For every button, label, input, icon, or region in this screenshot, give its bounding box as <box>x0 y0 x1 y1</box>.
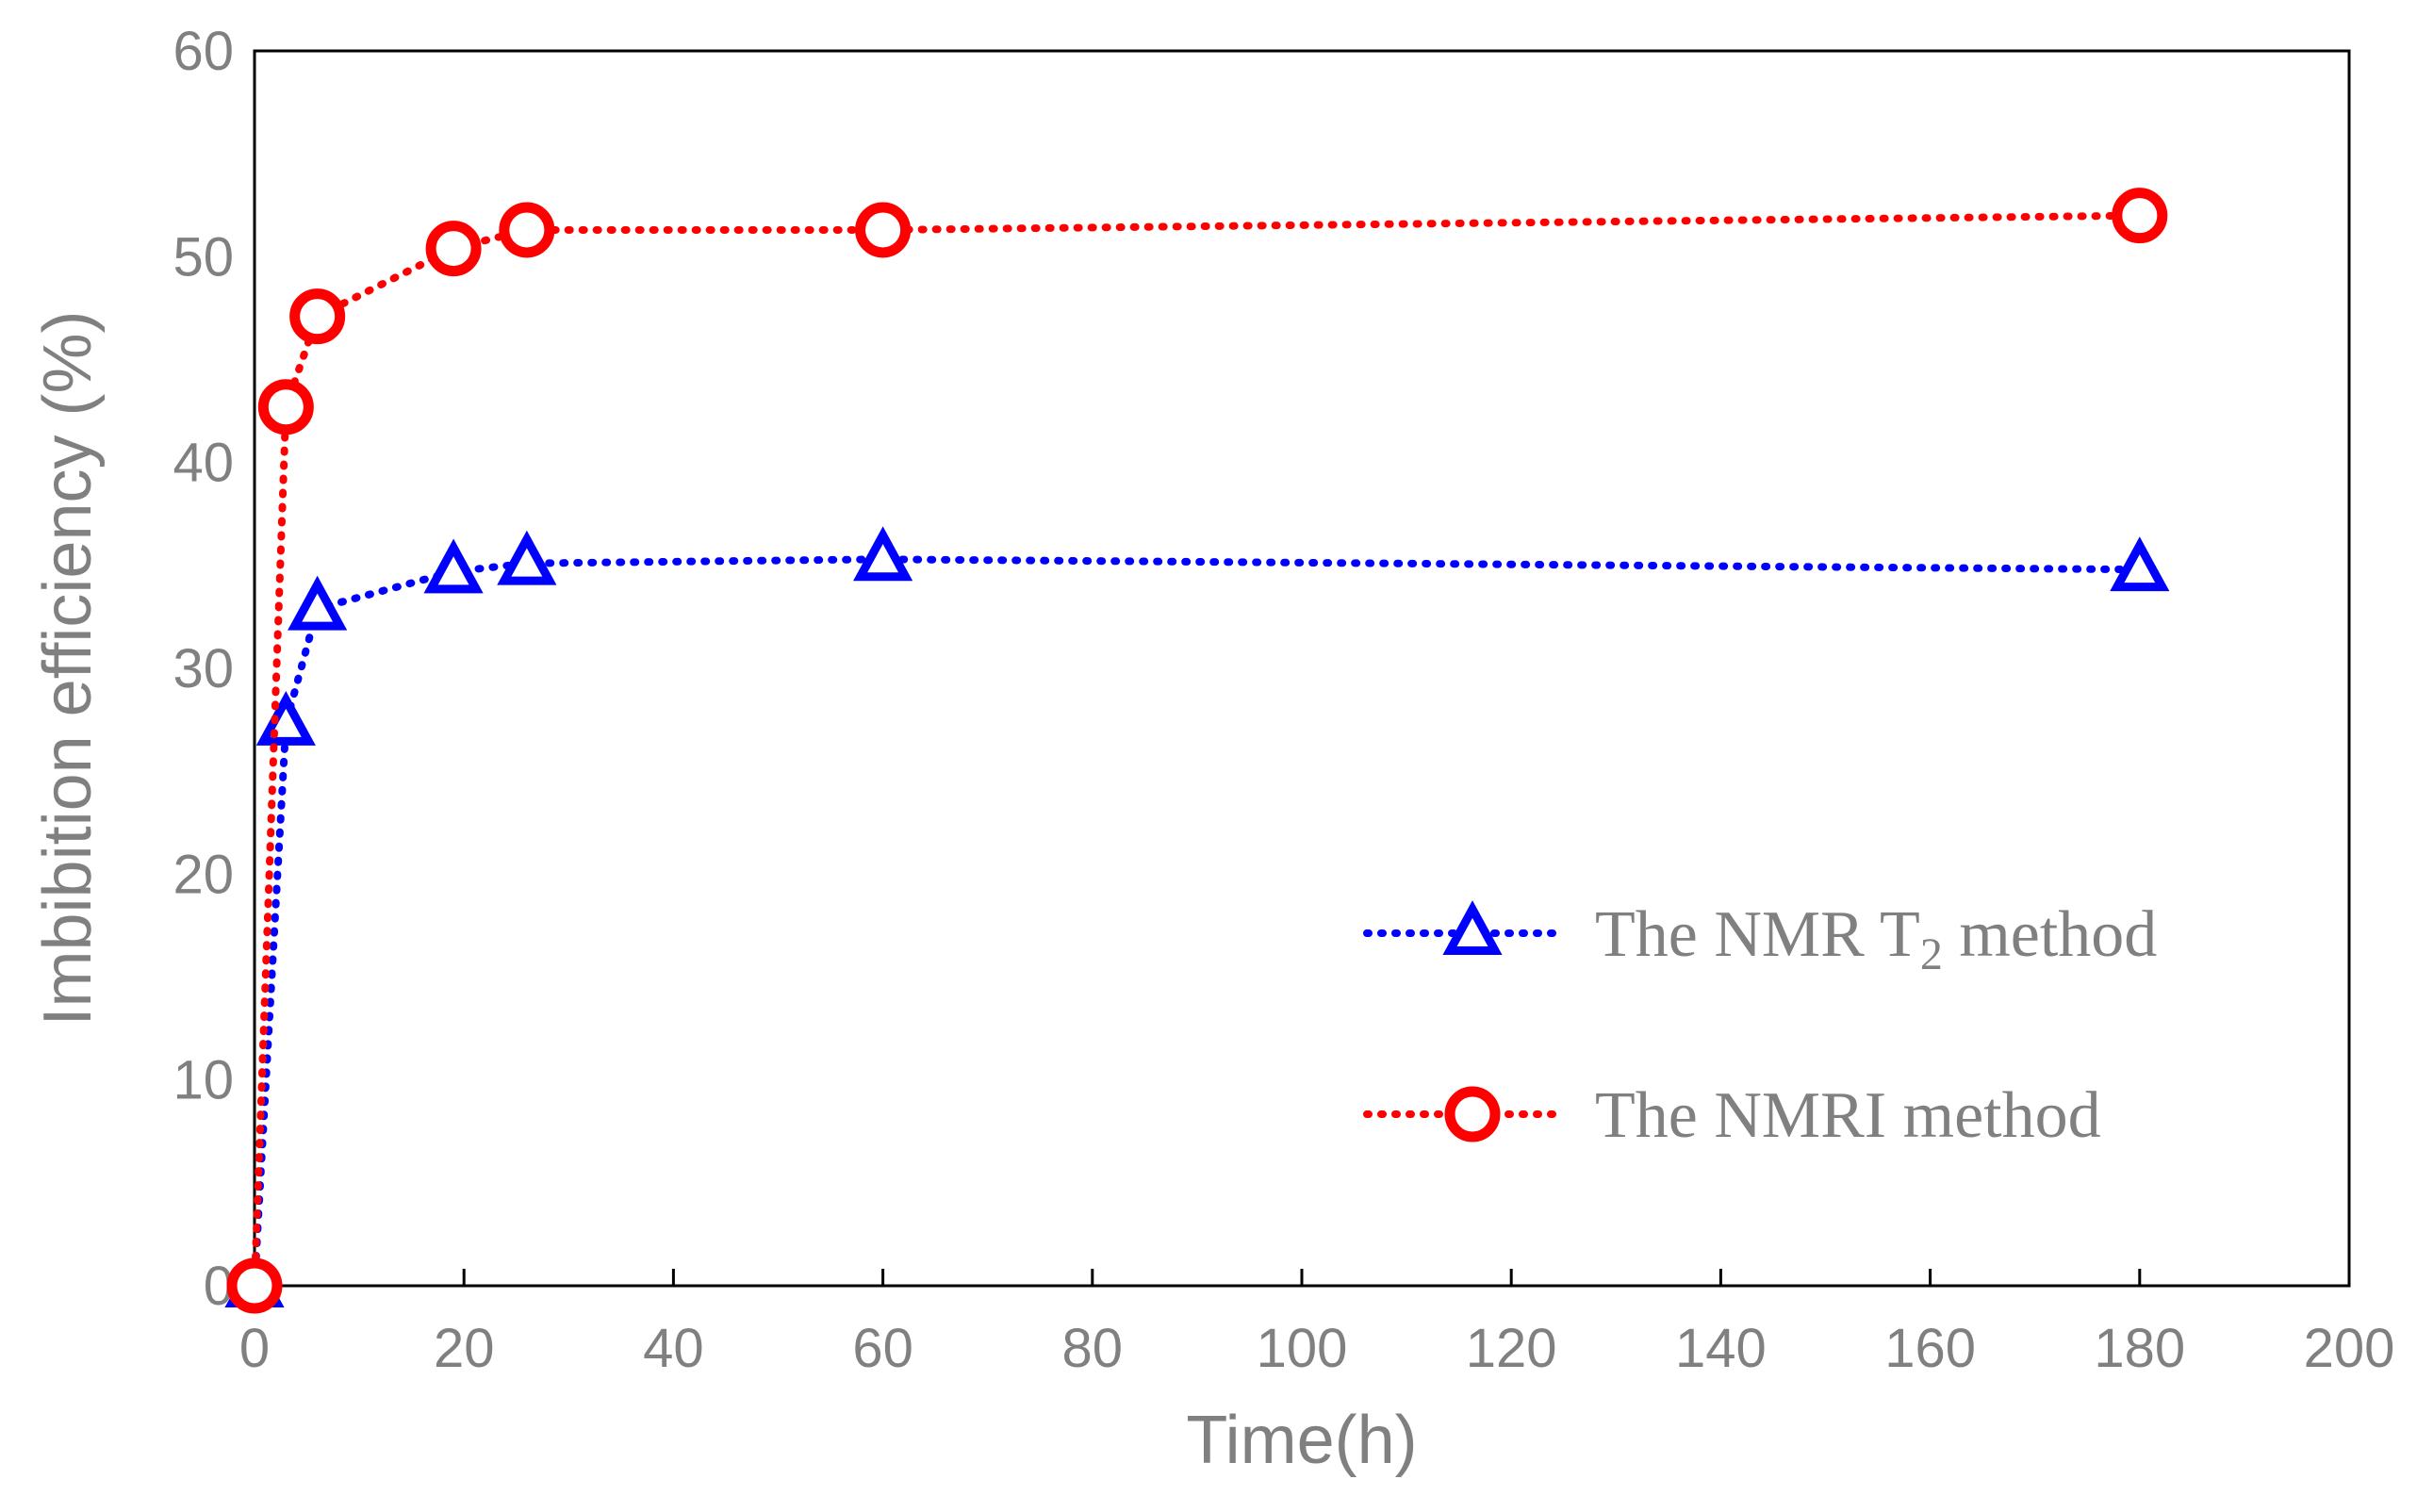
data-point-marker <box>257 379 314 436</box>
x-tick-label: 60 <box>852 1318 913 1379</box>
data-point-marker <box>226 1257 283 1314</box>
data-point-marker <box>2112 188 2168 244</box>
legend-label-main: The NMR T <box>1595 898 1920 971</box>
y-tick-label: 20 <box>173 844 234 905</box>
y-tick-label: 40 <box>173 433 234 494</box>
legend-label: The NMR T2 method <box>1595 898 2157 979</box>
x-tick-label: 40 <box>643 1318 704 1379</box>
data-point-marker <box>255 691 316 746</box>
legend-item: The NMRI method <box>1363 1079 2101 1152</box>
x-axis-title: Time(h) <box>1186 1403 1417 1478</box>
legend-item: The NMR T2 method <box>1363 898 2157 979</box>
legend-marker <box>1444 1086 1501 1142</box>
x-tick-label: 140 <box>1675 1318 1767 1379</box>
series-layer <box>224 188 2170 1314</box>
y-axis-title: Imbibition efficiency (%) <box>30 311 106 1027</box>
data-point-marker <box>497 530 557 585</box>
legend-label: The NMRI method <box>1595 1079 2101 1152</box>
y-tick-label: 30 <box>173 638 234 699</box>
series-nmri <box>226 188 2168 1314</box>
x-axis-ticks: 0 20 40 60 80 100 120 140 160 180 200 <box>239 1269 2395 1379</box>
data-point-marker <box>853 526 913 582</box>
x-tick-label: 80 <box>1062 1318 1124 1379</box>
y-tick-label: 50 <box>173 226 234 288</box>
y-tick-label: 60 <box>173 21 234 82</box>
legend-marker <box>1442 900 1503 955</box>
data-point-marker <box>855 202 912 258</box>
data-point-marker <box>423 538 484 594</box>
data-point-marker <box>288 575 348 631</box>
data-point-marker <box>289 288 346 345</box>
data-point-marker <box>499 202 555 258</box>
x-tick-label: 200 <box>2304 1318 2395 1379</box>
legend-label-subscript: 2 <box>1920 929 1943 979</box>
x-tick-label: 160 <box>1884 1318 1976 1379</box>
legend-label-tail: method <box>1943 898 2157 971</box>
x-tick-label: 180 <box>2094 1318 2185 1379</box>
x-tick-label: 100 <box>1257 1318 1348 1379</box>
x-tick-label: 120 <box>1466 1318 1557 1379</box>
y-tick-label: 10 <box>173 1050 234 1111</box>
data-point-marker <box>2110 536 2170 592</box>
x-tick-label: 20 <box>434 1318 495 1379</box>
legend: The NMR T2 method The NMRI method <box>1363 898 2157 1152</box>
data-point-marker <box>425 221 482 277</box>
x-tick-label: 0 <box>239 1318 270 1379</box>
legend-label-main: The NMRI method <box>1595 1079 2101 1152</box>
